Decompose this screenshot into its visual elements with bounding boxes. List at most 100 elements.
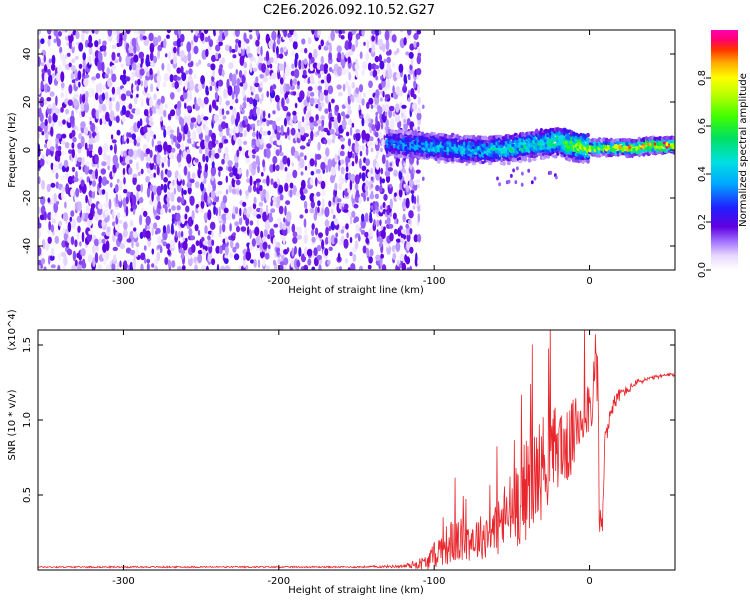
spectrogram-cell	[46, 183, 51, 193]
spectrogram-cell	[403, 37, 407, 46]
spectrogram-cell	[314, 159, 318, 167]
spectrogram-cell	[347, 267, 351, 270]
spectrogram-cell	[52, 163, 59, 172]
spectrogram-cell	[309, 97, 315, 105]
spectrogram-cell	[267, 130, 271, 136]
spectrogram-cell	[132, 258, 137, 270]
spectrogram-cell	[105, 240, 110, 252]
spectrogram-cell	[363, 41, 366, 46]
spectrogram-cell	[642, 152, 646, 157]
spectrogram-cell	[95, 126, 98, 134]
spectrogram-cell	[280, 47, 284, 54]
spectrogram-cell	[276, 178, 281, 185]
spectrogram-cell	[365, 158, 370, 166]
spectrogram-cell	[355, 58, 358, 65]
spectrogram-cell	[48, 58, 52, 64]
spectrogram-cell	[265, 50, 270, 62]
spectrogram-cell	[361, 30, 365, 37]
spectrogram-cell	[50, 211, 54, 222]
spectrogram-cell	[145, 156, 151, 162]
spectrogram-cell	[111, 210, 115, 220]
spectrogram-cell	[129, 159, 133, 165]
spectrogram-cell	[57, 264, 61, 270]
spectrogram-cell	[193, 73, 197, 80]
spectrogram-cell	[166, 170, 172, 178]
spectrogram-cell	[143, 78, 148, 88]
spectrogram-cell	[378, 54, 382, 63]
spectrogram-cell	[80, 248, 86, 257]
spectrogram-cell	[145, 215, 151, 226]
spectrogram-cell	[383, 226, 386, 231]
spectrogram-cell	[213, 114, 219, 123]
snr-x-tick-label: -200	[267, 576, 290, 587]
spectrogram-cell	[46, 147, 51, 156]
spectrogram-cell	[156, 143, 163, 153]
spectrogram-cell	[253, 196, 257, 205]
spectrogram-cell	[316, 191, 321, 197]
spectrogram-cell	[379, 256, 383, 268]
spectrogram-cell	[96, 264, 103, 270]
spectrogram-x-axis-label: Height of straight line (km)	[288, 285, 424, 296]
spectrogram-cell	[401, 262, 407, 270]
spectrogram-cell	[361, 129, 367, 141]
spectrogram-cell	[252, 98, 258, 107]
spectrogram-cell	[157, 69, 160, 76]
spectrogram-cell	[324, 219, 330, 228]
spectrogram-cell	[376, 69, 381, 74]
spectrogram-cell	[313, 194, 317, 203]
spectrogram-cell	[341, 67, 347, 76]
spectrogram-cell	[166, 30, 172, 34]
spectrogram-cell	[153, 93, 158, 101]
spectrogram-cell	[108, 100, 113, 112]
spectrogram-cell	[395, 195, 400, 201]
spectrogram-cell	[315, 153, 322, 160]
spectrogram-cell	[71, 175, 75, 184]
spectrogram-cell	[188, 68, 193, 75]
spectrogram-cell	[107, 214, 110, 222]
spectrogram-cell	[349, 126, 353, 136]
spectrogram-cell	[518, 159, 523, 164]
spectrogram-cell	[92, 51, 95, 62]
spectrogram-cell	[317, 173, 322, 182]
spectrogram-cell	[46, 30, 52, 35]
spectrogram-cell	[180, 249, 186, 255]
spectrogram-cell	[331, 30, 335, 36]
spectrogram-cell	[255, 39, 260, 47]
spectrogram-cell	[367, 264, 372, 270]
spectrogram-cell	[91, 76, 97, 81]
spectrogram-cell	[171, 147, 176, 153]
spectrogram-cell	[393, 130, 396, 134]
spectrogram-cell	[190, 40, 194, 46]
spectrogram-cell	[307, 86, 313, 92]
spectrogram-cell	[101, 103, 107, 112]
spectrogram-cell	[251, 161, 257, 170]
spectrogram-cell	[328, 119, 332, 131]
spectrogram-cell	[334, 104, 340, 112]
spectrogram-cell	[45, 160, 49, 165]
spectrogram-cell	[198, 201, 202, 207]
spectrogram-cell	[187, 186, 192, 195]
spectrogram-cell	[338, 91, 343, 97]
spectrogram-cell	[167, 113, 172, 121]
spectrogram-cell	[120, 63, 125, 68]
spectrogram-cell	[208, 104, 212, 114]
spectrogram-cell	[218, 41, 223, 47]
spectrogram-cell	[350, 263, 356, 270]
spectrogram-cell	[49, 146, 55, 152]
spectrogram-cell	[413, 195, 417, 205]
spectrogram-cell	[370, 119, 374, 124]
spectrogram-cell	[325, 237, 329, 245]
spectrogram-cell	[278, 63, 284, 71]
spectrogram-cell	[358, 172, 362, 179]
spectrogram-cell	[50, 162, 54, 170]
spectrogram-cell	[228, 184, 233, 194]
spectrogram-cell	[364, 212, 369, 223]
spectrogram-cell	[375, 89, 380, 98]
spectrogram-cell	[280, 124, 284, 136]
spectrogram-cell	[176, 205, 181, 211]
spectrogram-cell	[145, 230, 151, 239]
spectrogram-cell	[189, 178, 195, 184]
spectrogram-cell	[176, 196, 182, 203]
spectrogram-cell	[337, 252, 341, 261]
spectrogram-cell	[292, 78, 298, 86]
